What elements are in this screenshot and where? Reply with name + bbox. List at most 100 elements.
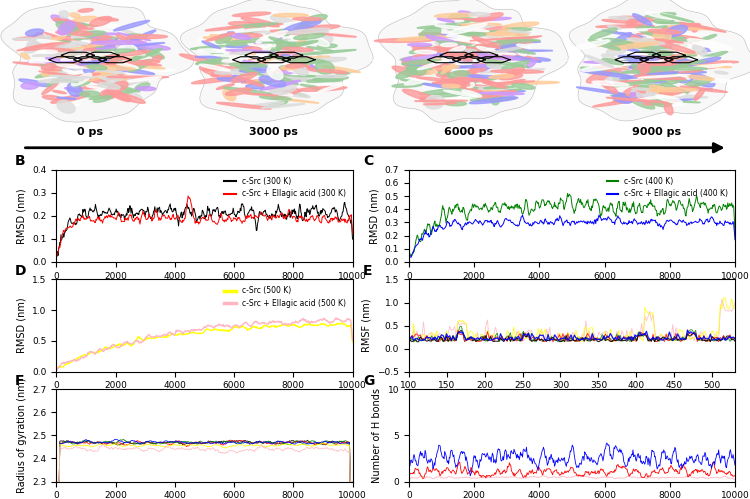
Ellipse shape <box>56 30 73 34</box>
Ellipse shape <box>478 31 514 38</box>
Ellipse shape <box>644 31 673 33</box>
Ellipse shape <box>652 19 674 23</box>
Ellipse shape <box>61 36 102 40</box>
Ellipse shape <box>41 51 87 58</box>
Ellipse shape <box>482 59 529 67</box>
Ellipse shape <box>272 43 290 49</box>
Ellipse shape <box>64 50 109 53</box>
Ellipse shape <box>494 53 541 62</box>
Ellipse shape <box>418 60 446 70</box>
Ellipse shape <box>237 77 263 86</box>
Ellipse shape <box>297 86 319 93</box>
Ellipse shape <box>643 76 667 80</box>
Ellipse shape <box>290 51 302 61</box>
Ellipse shape <box>433 93 462 97</box>
Ellipse shape <box>630 19 648 26</box>
Ellipse shape <box>58 41 74 45</box>
Ellipse shape <box>78 8 93 12</box>
Ellipse shape <box>467 83 475 88</box>
Ellipse shape <box>278 40 318 49</box>
Ellipse shape <box>428 54 482 60</box>
Ellipse shape <box>104 91 117 97</box>
Ellipse shape <box>515 38 527 50</box>
Ellipse shape <box>266 101 288 108</box>
Ellipse shape <box>49 45 98 53</box>
Ellipse shape <box>232 84 264 87</box>
Ellipse shape <box>506 28 532 31</box>
Ellipse shape <box>216 102 271 109</box>
Ellipse shape <box>693 45 707 56</box>
Ellipse shape <box>100 82 140 92</box>
Ellipse shape <box>682 33 709 35</box>
Ellipse shape <box>653 32 671 40</box>
Ellipse shape <box>486 62 500 66</box>
Ellipse shape <box>645 12 676 18</box>
Ellipse shape <box>614 76 632 80</box>
Ellipse shape <box>688 75 714 80</box>
Ellipse shape <box>602 30 645 37</box>
Ellipse shape <box>227 23 278 28</box>
Ellipse shape <box>284 20 321 31</box>
Ellipse shape <box>100 36 111 44</box>
Ellipse shape <box>116 34 132 43</box>
Ellipse shape <box>70 13 80 18</box>
Ellipse shape <box>100 89 118 99</box>
Ellipse shape <box>649 53 673 55</box>
Ellipse shape <box>647 52 658 56</box>
Ellipse shape <box>24 40 43 53</box>
Ellipse shape <box>496 52 516 55</box>
Ellipse shape <box>117 45 137 56</box>
Ellipse shape <box>26 29 44 36</box>
Ellipse shape <box>621 51 652 55</box>
Ellipse shape <box>638 54 674 66</box>
Ellipse shape <box>71 31 92 35</box>
Ellipse shape <box>84 44 112 49</box>
Ellipse shape <box>242 17 279 27</box>
Ellipse shape <box>313 76 334 80</box>
Ellipse shape <box>57 100 75 113</box>
Ellipse shape <box>526 59 536 68</box>
Ellipse shape <box>517 49 526 56</box>
Ellipse shape <box>490 70 544 73</box>
Ellipse shape <box>111 46 147 51</box>
Ellipse shape <box>298 86 346 91</box>
Ellipse shape <box>644 37 657 48</box>
Ellipse shape <box>660 39 702 46</box>
Ellipse shape <box>639 65 650 79</box>
Ellipse shape <box>477 46 502 54</box>
Ellipse shape <box>116 38 126 50</box>
Ellipse shape <box>592 66 633 72</box>
Ellipse shape <box>470 50 492 55</box>
Ellipse shape <box>72 25 100 38</box>
Ellipse shape <box>402 59 421 65</box>
Ellipse shape <box>271 41 314 51</box>
Ellipse shape <box>612 45 628 49</box>
Ellipse shape <box>467 72 493 84</box>
Ellipse shape <box>668 77 682 84</box>
Ellipse shape <box>498 73 523 80</box>
Ellipse shape <box>254 69 282 73</box>
Ellipse shape <box>140 63 161 66</box>
Ellipse shape <box>82 44 94 57</box>
Ellipse shape <box>643 100 677 105</box>
Ellipse shape <box>665 34 700 39</box>
Ellipse shape <box>650 70 706 73</box>
Ellipse shape <box>465 68 486 73</box>
Ellipse shape <box>618 16 654 21</box>
Ellipse shape <box>79 56 118 57</box>
Ellipse shape <box>460 23 501 26</box>
Ellipse shape <box>238 57 248 62</box>
Ellipse shape <box>415 100 467 102</box>
Ellipse shape <box>226 88 252 95</box>
Ellipse shape <box>479 62 494 71</box>
Ellipse shape <box>268 46 287 49</box>
Ellipse shape <box>296 13 322 19</box>
Ellipse shape <box>420 87 478 95</box>
Ellipse shape <box>280 45 302 50</box>
Ellipse shape <box>179 54 222 65</box>
Ellipse shape <box>672 49 720 54</box>
Ellipse shape <box>226 43 248 45</box>
Ellipse shape <box>452 21 470 23</box>
Ellipse shape <box>298 81 333 85</box>
Ellipse shape <box>648 90 670 92</box>
